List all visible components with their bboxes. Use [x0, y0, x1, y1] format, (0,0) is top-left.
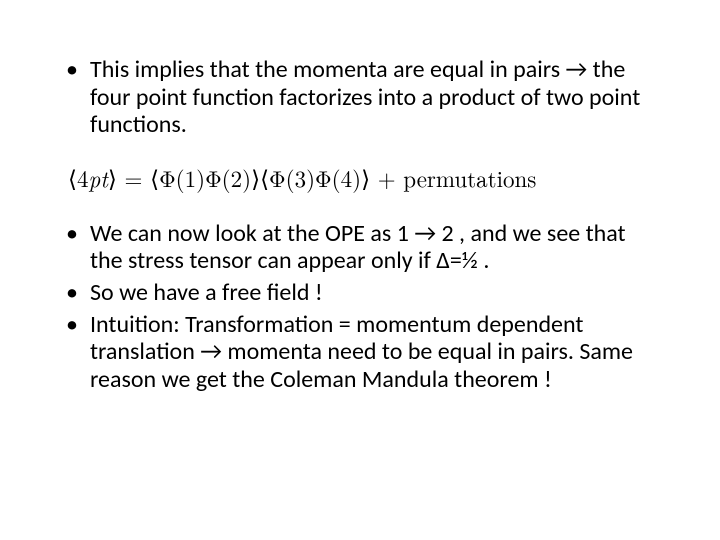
eq-lhs: ⟨4pt⟩: [68, 161, 117, 194]
eq-plus: +: [370, 161, 403, 194]
bullets-top: This implies that the momenta are equal …: [60, 56, 660, 139]
eq-tail: permutations: [403, 161, 536, 194]
bullet-item: So we have a free field !: [60, 279, 660, 307]
bullet-item: We can now look at the OPE as 1 → 2 , an…: [60, 220, 660, 275]
bullets-bottom: We can now look at the OPE as 1 → 2 , an…: [60, 220, 660, 394]
eq-eq: =: [117, 161, 150, 194]
eq-term1: ⟨Φ(1)Φ(2)⟩: [150, 161, 260, 194]
equation-text: ⟨4pt⟩ = ⟨Φ(1)Φ(2)⟩⟨Φ(3)Φ(4)⟩ + permutati…: [68, 161, 536, 194]
eq-term2: ⟨Φ(3)Φ(4)⟩: [260, 161, 370, 194]
bullet-item: Intuition: Transformation = momentum dep…: [60, 311, 660, 394]
slide: This implies that the momenta are equal …: [0, 0, 720, 540]
equation: ⟨4pt⟩ = ⟨Φ(1)Φ(2)⟩⟨Φ(3)Φ(4)⟩ + permutati…: [60, 161, 660, 194]
bullet-item: This implies that the momenta are equal …: [60, 56, 660, 139]
